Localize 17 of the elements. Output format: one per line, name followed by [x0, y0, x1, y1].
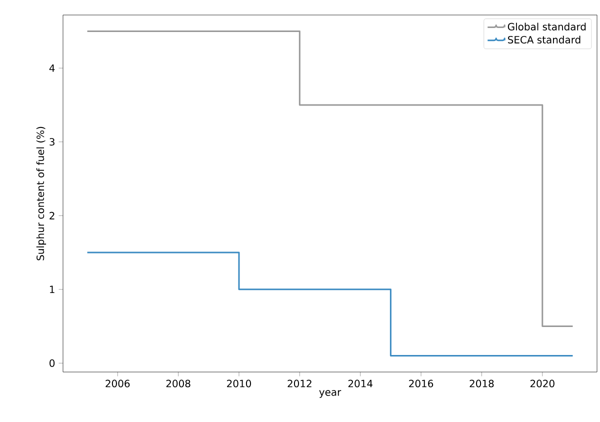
y-tick-label: 2: [50, 212, 54, 220]
x-tick-label: 2018: [470, 380, 494, 388]
x-tick-label: 2006: [106, 380, 130, 388]
x-axis-title: year: [319, 390, 342, 398]
x-tick-label: 2008: [166, 380, 190, 388]
legend-label: SECA standard: [508, 36, 580, 44]
x-tick-label: 2010: [227, 380, 252, 388]
x-tick-label: 2016: [409, 380, 434, 388]
y-axis-title: Sulphur content of fuel (%): [36, 126, 46, 260]
x-tick-label: 2014: [348, 380, 372, 388]
x-tick-label: 2020: [530, 380, 554, 388]
y-tick-label: 4: [49, 64, 55, 72]
y-tick-label: 0: [50, 359, 55, 367]
legend-label: Global standard: [508, 22, 586, 30]
y-tick-label: 3: [50, 138, 54, 146]
x-tick-label: 2012: [288, 380, 312, 388]
y-tick-label: 1: [50, 286, 54, 294]
